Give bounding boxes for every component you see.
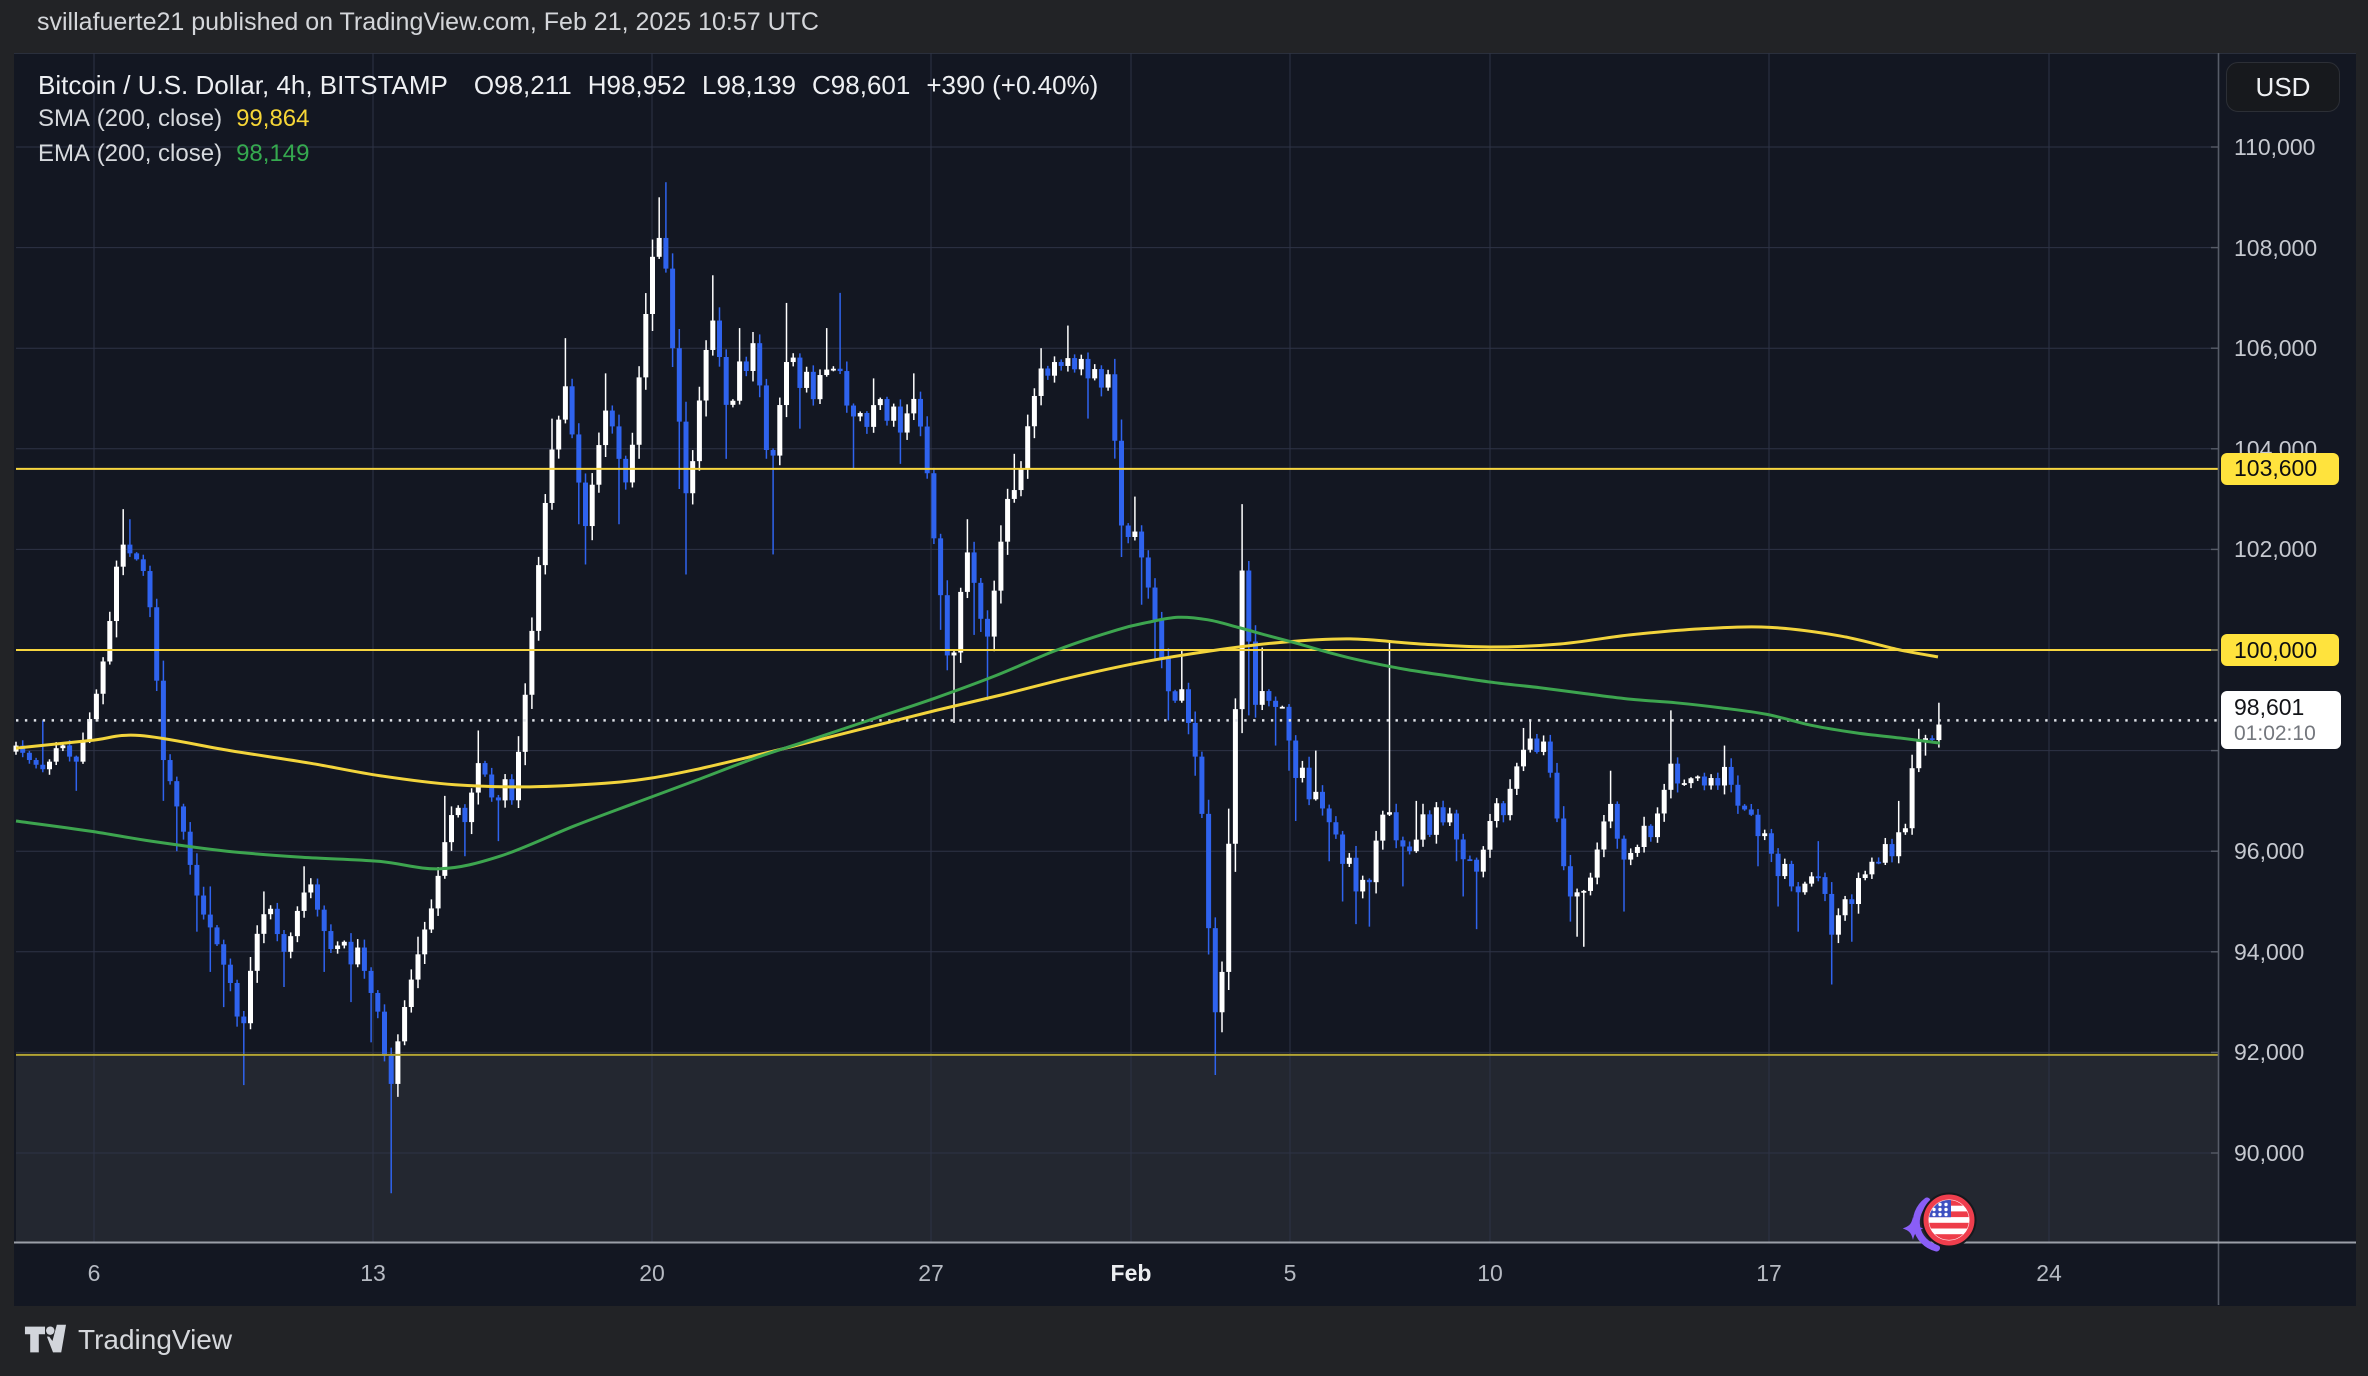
price-tick-label: 106,000 xyxy=(2234,335,2318,362)
tradingview-mark xyxy=(24,1324,66,1353)
ohlc-close: C98,601 xyxy=(812,70,911,100)
crescent-icon xyxy=(1912,1197,1940,1252)
time-axis[interactable]: 6 13 20 27 Feb 5 10 17 24 xyxy=(14,1243,2356,1305)
price-line-badge-103600: 103,600 xyxy=(2221,452,2339,485)
ema-line xyxy=(15,615,1941,871)
candlestick-series xyxy=(13,182,1942,1194)
sma-label: SMA (200, close) xyxy=(38,105,223,132)
time-tick-label: 5 xyxy=(1283,1260,1297,1286)
currency-button[interactable]: USD xyxy=(2226,62,2340,112)
time-tick-label: 27 xyxy=(918,1260,944,1286)
price-tick-label: 90,000 xyxy=(2234,1140,2305,1166)
price-line-badge-100000: 100,000 xyxy=(2221,634,2339,666)
time-tick-label: 13 xyxy=(360,1260,386,1286)
publish-line: svillafuerte21 published on TradingView.… xyxy=(37,7,819,36)
sma-legend-row[interactable]: SMA (200, close) 99,864 xyxy=(38,105,1098,137)
sma-line xyxy=(15,625,1939,789)
ohlc-high: H98,952 xyxy=(587,70,687,100)
support-zone-shading xyxy=(16,1054,2218,1242)
time-tick-label: Feb xyxy=(1110,1260,1152,1286)
brand-text: TradingView xyxy=(78,1324,233,1355)
time-tick-label: 10 xyxy=(1477,1260,1503,1286)
chart-legend: Bitcoin / U.S. Dollar, 4h, BITSTAMP O98,… xyxy=(38,70,1098,172)
publish-bar: svillafuerte21 published on TradingView.… xyxy=(37,6,819,38)
time-tick-label: 17 xyxy=(1756,1260,1782,1286)
ohlc-open: O98,211 xyxy=(473,70,572,100)
time-tick-label: 24 xyxy=(2036,1260,2062,1286)
bar-countdown: 01:02:10 xyxy=(2234,722,2316,746)
ema-value: 98,149 xyxy=(236,140,310,167)
last-price-badge: 98,601 01:02:10 xyxy=(2221,691,2341,750)
time-tick-label: 20 xyxy=(639,1260,665,1286)
chart-widget[interactable] xyxy=(14,53,2356,1306)
price-tick-label: 110,000 xyxy=(2234,134,2316,160)
symbol-title[interactable]: Bitcoin / U.S. Dollar, 4h, BITSTAMP xyxy=(38,70,448,100)
ema-label: EMA (200, close) xyxy=(38,140,223,167)
last-price-value: 98,601 xyxy=(2234,694,2305,721)
us-flag-event-icon[interactable] xyxy=(1898,1188,1984,1254)
sparkle-icon xyxy=(1902,1217,1924,1240)
price-tick-label: 102,000 xyxy=(2234,536,2318,563)
price-tick-label: 108,000 xyxy=(2234,234,2318,261)
ohlc-low: L98,139 xyxy=(702,70,797,100)
time-tick-label: 6 xyxy=(87,1260,101,1286)
tradingview-logo[interactable]: TradingView xyxy=(24,1324,232,1356)
price-tick-label: 92,000 xyxy=(2234,1039,2305,1066)
symbol-row: Bitcoin / U.S. Dollar, 4h, BITSTAMP O98,… xyxy=(38,70,1098,102)
sma-value: 99,864 xyxy=(236,105,310,132)
price-tick-label: 94,000 xyxy=(2234,938,2305,965)
us-flag xyxy=(1929,1200,1969,1240)
ema-legend-row[interactable]: EMA (200, close) 98,149 xyxy=(38,140,1098,172)
price-tick-label: 96,000 xyxy=(2234,838,2305,865)
change-value: +390 (+0.40%) xyxy=(926,70,1099,100)
